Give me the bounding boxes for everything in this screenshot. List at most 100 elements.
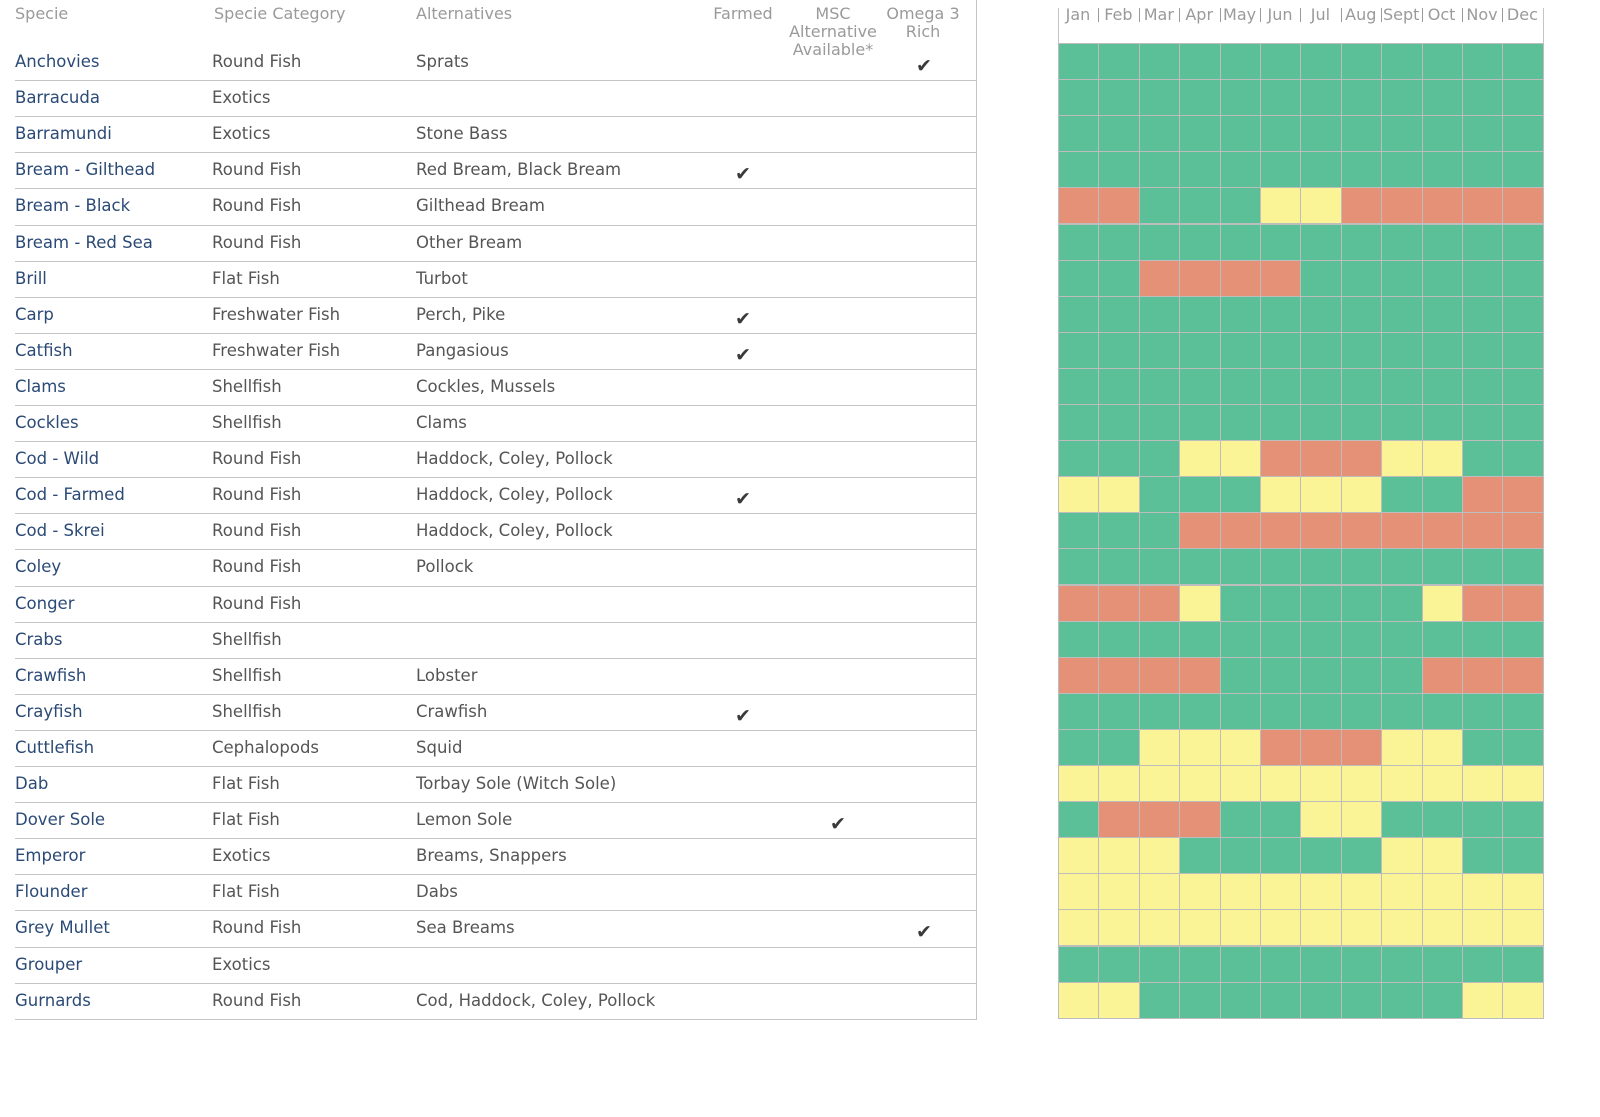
row-divider: [15, 80, 977, 82]
species-category: Flat Fish: [212, 268, 280, 288]
species-category: Shellfish: [212, 701, 282, 721]
season-cell: [1098, 548, 1140, 586]
row-divider: [15, 116, 977, 118]
season-cell: [1058, 512, 1100, 550]
season-cell: [1340, 512, 1383, 550]
season-cell: [1340, 151, 1383, 189]
season-cell: [1300, 945, 1342, 983]
header-alternatives: Alternatives: [416, 4, 513, 23]
season-cell: [1058, 981, 1100, 1019]
season-cell: [1138, 79, 1181, 117]
season-cell: [1098, 692, 1140, 730]
season-cell: [1462, 367, 1504, 405]
species-category: Cephalopods: [212, 737, 320, 757]
season-cell: [1179, 656, 1221, 694]
row-divider: [15, 657, 977, 659]
season-cell: [1260, 837, 1302, 875]
row-divider: [15, 838, 977, 840]
season-cell: [1058, 692, 1100, 730]
season-cell: [1179, 367, 1221, 405]
species-name: Brill: [15, 268, 47, 288]
season-cell: [1219, 801, 1261, 839]
season-cell: [1260, 476, 1302, 514]
season-cell: [1260, 404, 1302, 442]
month-separator: [1462, 8, 1463, 22]
species-alternatives: Gilthead Bream: [416, 196, 545, 216]
month-separator: [1300, 8, 1302, 22]
month-separator: [1098, 8, 1100, 22]
species-category: Round Fish: [212, 52, 302, 71]
season-cell: [1219, 981, 1261, 1019]
month-label: Jan: [1065, 5, 1091, 24]
season-cell: [1462, 151, 1504, 189]
row-divider: [15, 585, 977, 587]
season-cell: [1098, 367, 1140, 405]
season-cell: [1502, 548, 1544, 586]
season-cell: [1219, 873, 1261, 911]
season-cell: [1381, 367, 1423, 405]
species-category: Round Fish: [212, 521, 302, 541]
season-cell: [1300, 187, 1342, 225]
species-name: Anchovies: [15, 52, 100, 71]
season-cell: [1421, 765, 1463, 803]
farmed-check: ✔: [735, 307, 751, 330]
season-cell: [1179, 512, 1221, 550]
season-cell: [1462, 331, 1504, 369]
species-alternatives: Other Bream: [416, 232, 523, 252]
season-cell: [1421, 79, 1463, 117]
season-cell: [1381, 151, 1423, 189]
season-cell: [1502, 115, 1544, 153]
season-cell: [1219, 656, 1261, 694]
season-cell: [1462, 187, 1504, 225]
species-name: Coley: [15, 557, 62, 577]
season-cell: [1300, 620, 1342, 658]
row-divider: [15, 621, 977, 623]
season-cell: [1219, 295, 1261, 333]
season-cell: [1421, 331, 1463, 369]
species-alternatives: Sea Breams: [416, 918, 515, 938]
season-cell: [1179, 259, 1221, 297]
season-cell: [1340, 43, 1383, 81]
season-cell: [1462, 259, 1504, 297]
season-cell: [1300, 837, 1342, 875]
species-alternatives: Sprats: [416, 52, 469, 71]
season-cell: [1381, 115, 1423, 153]
season-cell: [1421, 873, 1463, 911]
season-cell: [1300, 223, 1342, 261]
season-cell: [1421, 981, 1463, 1019]
row-divider: [15, 224, 977, 226]
season-cell: [1179, 692, 1221, 730]
season-cell: [1138, 259, 1181, 297]
season-cell: [1502, 728, 1544, 766]
season-cell: [1502, 945, 1544, 983]
season-cell: [1260, 367, 1302, 405]
season-cell: [1098, 151, 1140, 189]
species-name: Grey Mullet: [15, 918, 110, 938]
season-cell: [1300, 548, 1342, 586]
season-cell: [1502, 512, 1544, 550]
season-cell: [1462, 801, 1504, 839]
season-cell: [1502, 765, 1544, 803]
season-cell: [1138, 837, 1181, 875]
season-cell: [1462, 404, 1504, 442]
season-cell: [1098, 115, 1140, 153]
season-cell: [1098, 295, 1140, 333]
species-name: Catfish: [15, 340, 73, 360]
season-cell: [1462, 295, 1504, 333]
species-category: Shellfish: [212, 413, 282, 432]
season-cell: [1138, 945, 1181, 983]
msc-check: ✔: [830, 813, 846, 836]
season-cell: [1421, 259, 1463, 297]
season-cell: [1340, 656, 1383, 694]
season-cell: [1260, 692, 1302, 730]
season-cell: [1179, 476, 1221, 514]
species-category: Freshwater Fish: [212, 304, 341, 324]
species-category: Flat Fish: [212, 774, 280, 793]
season-cell: [1098, 43, 1140, 81]
species-name: Crayfish: [15, 701, 83, 721]
season-cell: [1462, 115, 1504, 153]
species-category: Freshwater Fish: [212, 340, 341, 360]
season-cell: [1260, 620, 1302, 658]
season-cell: [1058, 584, 1100, 622]
season-cell: [1138, 981, 1181, 1019]
